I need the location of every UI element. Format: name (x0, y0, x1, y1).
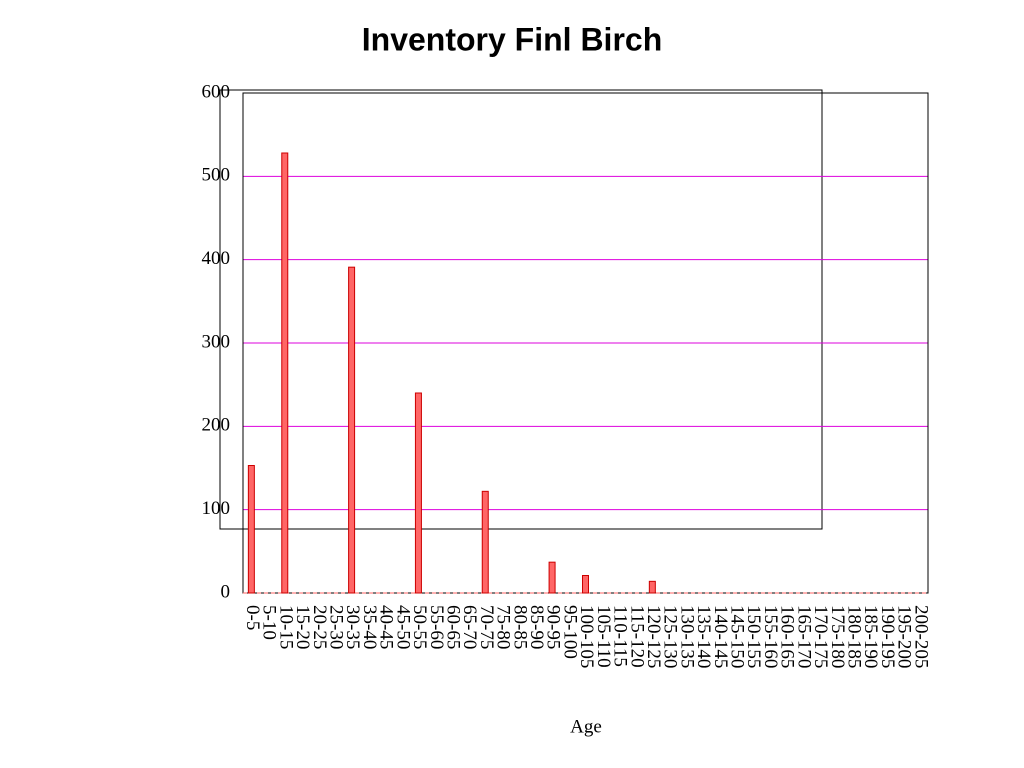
x-tick-label: 10-15 (275, 605, 296, 649)
x-tick-label: 195-200 (894, 605, 915, 668)
x-tick-label: 85-90 (526, 605, 547, 649)
x-tick-label: 130-135 (676, 605, 697, 668)
x-tick-label: 80-85 (509, 605, 530, 649)
x-tick-label: 35-40 (359, 605, 380, 649)
x-tick-label: 100-105 (576, 605, 597, 668)
bar (481, 490, 489, 594)
x-tick-label: 20-25 (309, 605, 330, 649)
x-tick-label: 15-20 (292, 605, 313, 649)
x-tick-label: 60-65 (442, 605, 463, 649)
bar (582, 575, 589, 594)
x-tick-label: 120-125 (643, 605, 664, 668)
y-tick-label: 400 (202, 248, 231, 269)
x-tick-label: 40-45 (376, 605, 397, 649)
y-tick-label: 100 (202, 498, 231, 519)
x-tick-label: 125-130 (660, 605, 681, 668)
x-tick-label: 25-30 (326, 605, 347, 649)
x-tick-label: 180-185 (843, 605, 864, 668)
x-tick-label: 65-70 (459, 605, 480, 649)
x-tick-label: 140-145 (710, 605, 731, 668)
y-tick-label: 500 (202, 165, 231, 186)
x-tick-label: 95-100 (559, 605, 580, 659)
bar (414, 392, 422, 594)
x-tick-label: 0-5 (242, 605, 263, 630)
bar (247, 465, 255, 594)
x-tick-label: 170-175 (810, 605, 831, 668)
x-tick-label: 90-95 (543, 605, 564, 649)
x-tick-label: 115-120 (626, 605, 647, 668)
x-tick-label: 175-180 (827, 605, 848, 668)
x-tick-label: 165-170 (793, 605, 814, 668)
x-axis-label: Age (570, 716, 602, 737)
y-tick-label: 200 (202, 415, 231, 436)
chart-title: Inventory Finl Birch (362, 21, 662, 57)
x-tick-label: 45-50 (392, 605, 413, 649)
x-tick-label: 155-160 (760, 605, 781, 668)
bar (281, 152, 289, 594)
bar (548, 561, 556, 594)
x-tick-label: 145-150 (727, 605, 748, 668)
x-tick-label: 200-205 (910, 605, 931, 668)
bar (648, 580, 656, 594)
x-tick-label: 150-155 (743, 605, 764, 668)
frame-box (219, 89, 823, 530)
x-tick-label: 55-60 (426, 605, 447, 649)
x-tick-label: 185-190 (860, 605, 881, 668)
x-tick-label: 190-195 (877, 605, 898, 668)
x-tick-label: 110-115 (610, 605, 631, 667)
x-tick-label: 105-110 (593, 605, 614, 668)
x-tick-label: 50-55 (409, 605, 430, 649)
x-tick-label: 135-140 (693, 605, 714, 668)
x-tick-label: 5-10 (259, 605, 280, 640)
x-tick-label: 70-75 (476, 605, 497, 649)
x-tick-label: 160-165 (777, 605, 798, 668)
y-tick-label: 0 (221, 581, 231, 602)
y-tick-label: 300 (202, 331, 231, 352)
y-tick-label: 600 (202, 81, 231, 102)
x-tick-label: 30-35 (342, 605, 363, 649)
bar (348, 266, 356, 594)
x-tick-label: 75-80 (493, 605, 514, 649)
